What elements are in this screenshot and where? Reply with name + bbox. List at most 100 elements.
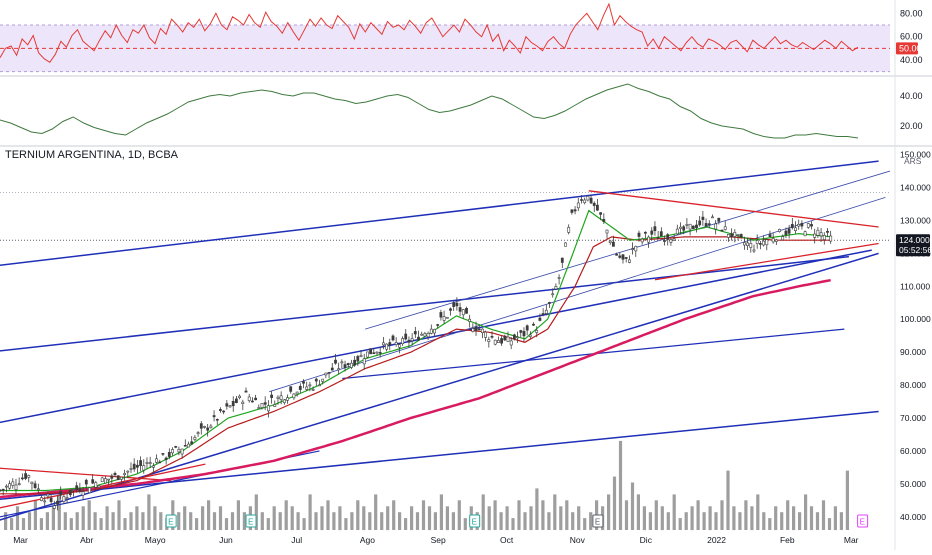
- candle-body: [314, 378, 318, 382]
- candle-body: [653, 226, 657, 232]
- candle-body: [615, 254, 619, 256]
- candle-body: [353, 359, 357, 366]
- volume-bar: [314, 512, 318, 530]
- volume-bar: [577, 506, 581, 531]
- candle-body: [436, 324, 440, 326]
- earnings-marker-label: E: [168, 518, 173, 527]
- candle-body: [222, 410, 226, 413]
- volume-bar: [45, 512, 49, 530]
- trendline: [0, 410, 879, 500]
- volume-bar: [565, 500, 569, 530]
- candle-body: [46, 493, 50, 497]
- candle-body: [589, 197, 593, 204]
- volume-bar: [762, 512, 766, 530]
- volume-bar: [726, 470, 730, 530]
- symbol-title: TERNIUM ARGENTINA, 1D, BCBA: [5, 149, 178, 161]
- countdown-label: 05:52:56: [899, 245, 932, 255]
- volume-bar: [69, 518, 73, 530]
- candle-body: [180, 448, 184, 455]
- trendline: [588, 190, 879, 228]
- volume-bar: [272, 506, 276, 531]
- candle-body: [206, 427, 210, 431]
- volume-bar: [332, 512, 336, 530]
- candle-body: [637, 232, 641, 237]
- volume-bar: [284, 500, 288, 530]
- volume-bar: [123, 518, 127, 530]
- candle-body: [442, 316, 446, 321]
- candle-body: [512, 334, 516, 340]
- volume-bar: [714, 512, 718, 530]
- candle-body: [155, 458, 158, 463]
- candle-body: [123, 473, 127, 475]
- candle-body: [608, 240, 612, 244]
- symbol-name: TERNIUM ARGENTINA: [5, 149, 122, 161]
- candle-body: [33, 483, 37, 489]
- volume-bar: [4, 512, 8, 530]
- candle-body: [36, 488, 40, 491]
- volume-bar: [684, 512, 688, 530]
- candle-body: [496, 339, 500, 343]
- volume-bar: [571, 512, 575, 530]
- candle-body: [720, 229, 724, 232]
- volume-bar: [660, 506, 664, 531]
- volume-bar: [702, 512, 706, 530]
- volume-bar: [374, 494, 378, 530]
- candle-body: [736, 234, 740, 236]
- candle-body: [142, 465, 146, 471]
- ma-long-line: [0, 278, 831, 499]
- candle-body: [701, 216, 705, 220]
- candle-body: [826, 230, 829, 233]
- candle-body: [816, 229, 820, 236]
- price-tick-label: 100.000: [900, 314, 931, 324]
- candle-body: [340, 361, 344, 364]
- candle-body: [758, 243, 762, 245]
- volume-bar: [744, 500, 748, 530]
- candle-body: [723, 226, 727, 230]
- candle-body: [5, 485, 8, 488]
- candle-body: [225, 403, 229, 407]
- volume-bar: [356, 500, 360, 530]
- candle-body: [375, 351, 379, 354]
- candle-body: [810, 224, 813, 227]
- candle-body: [695, 224, 698, 229]
- volume-bar: [738, 512, 742, 530]
- candle-body: [538, 317, 542, 321]
- candle-body: [471, 328, 475, 332]
- candle-body: [356, 356, 360, 362]
- candle-body: [78, 488, 82, 493]
- candle-body: [219, 409, 222, 411]
- candle-body: [152, 465, 155, 468]
- candle-body: [30, 481, 34, 485]
- candle-body: [91, 479, 95, 484]
- volume-bar: [511, 518, 515, 530]
- rsi-tick-label: 80.00: [900, 8, 923, 18]
- candle-body: [266, 405, 270, 412]
- volume-bar: [153, 506, 157, 531]
- candle-body: [334, 359, 337, 364]
- volume-bar: [690, 506, 694, 531]
- earnings-marker: [165, 514, 177, 528]
- candle-body: [190, 441, 194, 445]
- candle-body: [72, 489, 75, 491]
- volume-bar: [732, 506, 736, 531]
- candle-body: [203, 426, 206, 428]
- volume-bar: [804, 494, 808, 530]
- volume-bar: [242, 512, 246, 530]
- candle-body: [452, 302, 456, 307]
- volume-bar: [487, 506, 491, 531]
- candle-body: [391, 335, 395, 341]
- volume-bar: [517, 500, 521, 530]
- time-axis-label: Sep: [431, 535, 446, 545]
- candle-body: [228, 405, 232, 408]
- candle-body: [691, 225, 695, 230]
- candle-body: [813, 233, 817, 238]
- candle-body: [535, 330, 539, 333]
- volume-bar: [195, 518, 199, 530]
- candle-body: [592, 202, 596, 206]
- volume-bar: [583, 518, 587, 530]
- trendline: [269, 197, 886, 393]
- candle-body: [551, 293, 555, 296]
- time-axis-label: Oct: [500, 535, 514, 545]
